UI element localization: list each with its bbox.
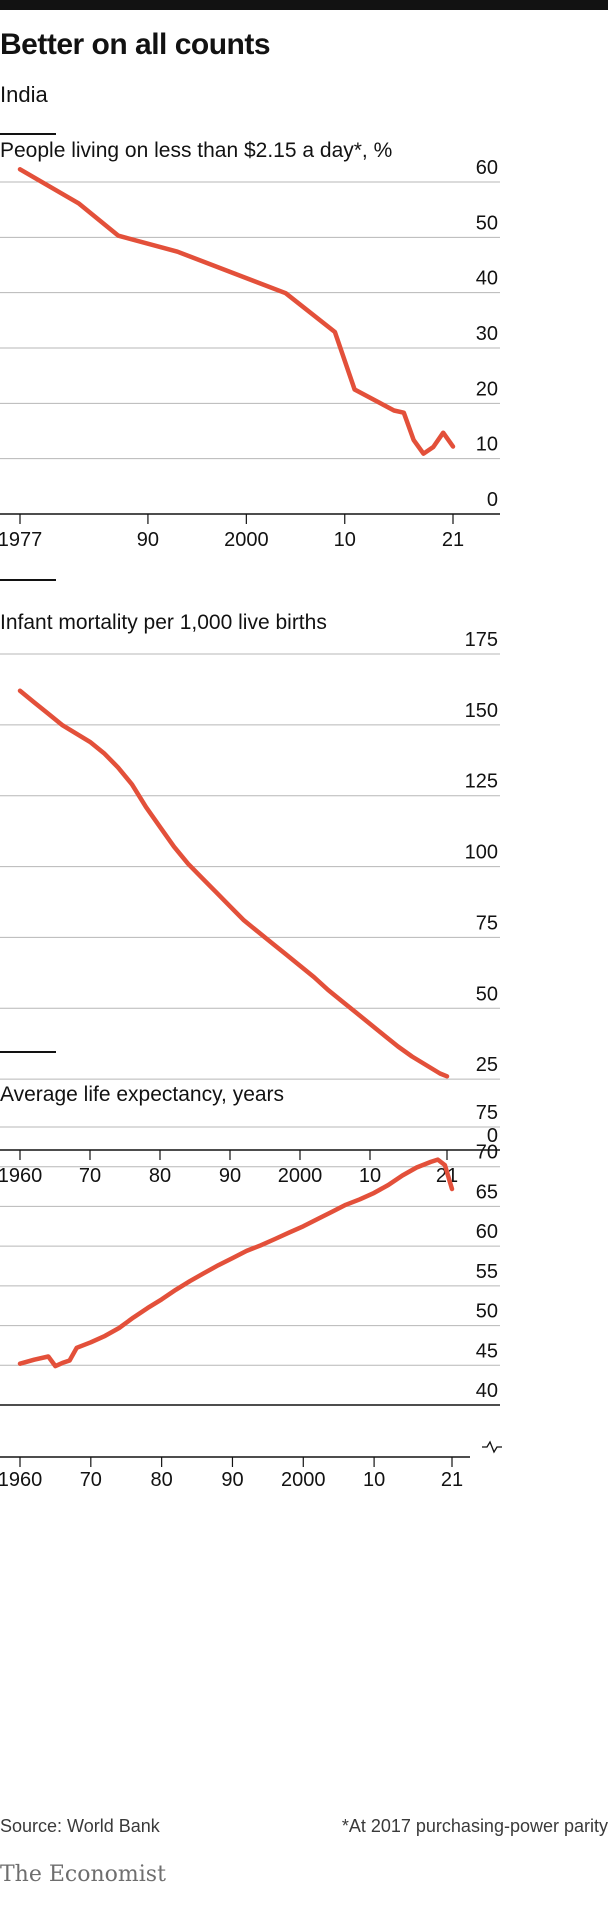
- header-rule: [0, 0, 608, 10]
- x-tick-label: 80: [151, 1469, 173, 1491]
- y-tick-label: 0: [487, 1125, 498, 1147]
- y-tick-label: 60: [476, 1221, 498, 1243]
- y-tick-label: 125: [465, 771, 498, 793]
- x-tick-label: 90: [219, 1165, 241, 1187]
- y-tick-label: 55: [476, 1261, 498, 1283]
- y-tick-label: 75: [476, 1102, 498, 1124]
- series-line: [17, 688, 450, 1079]
- y-tick-label: 75: [476, 912, 498, 934]
- economist-logo: The Economist: [0, 1862, 166, 1887]
- x-tick-label: 70: [80, 1469, 102, 1491]
- x-tick-label: 2000: [278, 1165, 323, 1187]
- y-tick-label: 10: [476, 434, 498, 456]
- y-tick-label: 175: [465, 629, 498, 651]
- x-tick-label: 2000: [224, 529, 269, 551]
- x-tick-label: 10: [334, 529, 356, 551]
- y-tick-label: 20: [476, 378, 498, 400]
- series-line: [17, 167, 456, 456]
- panel-title: Infant mortality per 1,000 live births: [0, 611, 327, 634]
- source-note: Source: World Bank: [0, 1816, 160, 1836]
- series-line: [17, 1157, 455, 1369]
- poverty-chart: People living on less than $2.15 a day*,…: [0, 133, 500, 551]
- y-tick-label: 65: [476, 1181, 498, 1203]
- y-tick-label: 50: [476, 212, 498, 234]
- y-tick-label: 30: [476, 323, 498, 345]
- life-expectancy-chart: Average life expectancy, years 40 45 50 55 60…: [0, 1051, 502, 1491]
- chart-title: Better on all counts: [0, 28, 271, 61]
- y-tick-label: 70: [476, 1142, 498, 1164]
- y-tick-label: 50: [476, 1301, 498, 1323]
- panel-title: Average life expectancy, years: [0, 1083, 284, 1106]
- infant-mortality-chart: Infant mortality per 1,000 live births 0 2…: [0, 579, 500, 1187]
- y-tick-label: 45: [476, 1340, 498, 1362]
- x-tick-label: 1960: [0, 1469, 42, 1491]
- axis-break-icon: [482, 1440, 502, 1454]
- y-tick-label: 0: [487, 489, 498, 511]
- x-tick-label: 90: [221, 1469, 243, 1491]
- panel-title: People living on less than $2.15 a day*,…: [0, 139, 392, 162]
- y-tick-label: 40: [476, 268, 498, 290]
- x-tick-label: 1960: [0, 1165, 42, 1187]
- footnote: *At 2017 purchasing-power parity: [341, 1816, 608, 1836]
- x-tick-label: 70: [79, 1165, 101, 1187]
- y-tick-label: 25: [476, 1054, 498, 1076]
- x-tick-label: 90: [137, 529, 159, 551]
- x-tick-label: 21: [442, 529, 464, 551]
- x-tick-label: 10: [363, 1469, 385, 1491]
- x-tick-label: 1977: [0, 529, 42, 551]
- x-tick-label: 21: [441, 1469, 463, 1491]
- x-tick-label: 2000: [281, 1469, 326, 1491]
- chart-subtitle: India: [0, 82, 48, 107]
- y-tick-label: 60: [476, 157, 498, 179]
- x-tick-label: 10: [359, 1165, 381, 1187]
- y-tick-label: 40: [476, 1380, 498, 1402]
- y-tick-label: 100: [465, 842, 498, 864]
- x-tick-label: 80: [149, 1165, 171, 1187]
- y-tick-label: 150: [465, 700, 498, 722]
- y-tick-label: 50: [476, 983, 498, 1005]
